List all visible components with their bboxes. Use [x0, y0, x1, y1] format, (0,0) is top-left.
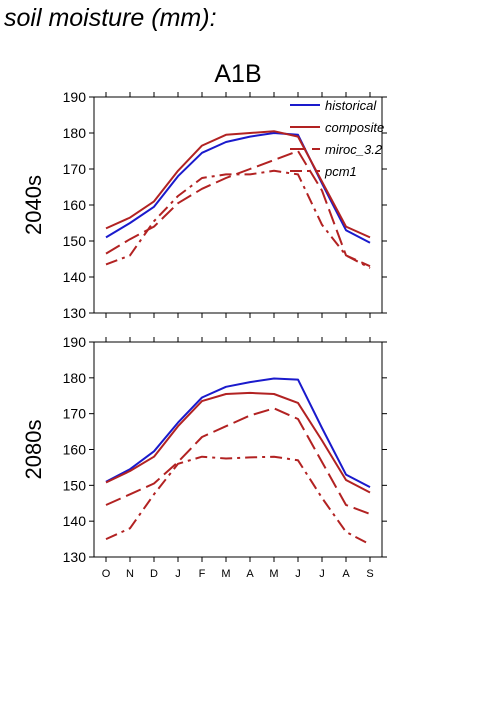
legend-label: miroc_3.2 [325, 142, 383, 157]
series-line-pcm1 [105, 455, 371, 546]
y-tick-label: 140 [63, 513, 87, 529]
chart-panel-2: 130 140 150 160 170 180 190 O N D J F M A M J J A S 2080s [21, 334, 387, 580]
y-tick-label: 140 [63, 269, 87, 285]
x-tick-label: M [221, 568, 230, 580]
series-line-historical [105, 377, 371, 488]
x-tick-label: F [199, 568, 206, 580]
x-tick-label: J [295, 568, 301, 580]
x-tick-label: N [126, 568, 134, 580]
y-tick-label: 130 [63, 305, 87, 321]
x-tick-label: A [246, 568, 254, 580]
series-line-pcm1 [105, 169, 371, 269]
legend: historical composite miroc_3.2 pcm1 [290, 98, 384, 179]
y-tick-label: 190 [63, 89, 87, 105]
y-tick-label: 150 [63, 477, 87, 493]
y-tick-label: 160 [63, 442, 87, 458]
chart-panel-1: 130 140 150 160 170 180 190 A1B 2040s historical c… [21, 60, 387, 321]
x-tick-label: J [319, 568, 325, 580]
x-tick-label: J [175, 568, 181, 580]
series-line-composite [105, 391, 371, 494]
x-tick-label: A [342, 568, 350, 580]
y-tick-label: 180 [63, 125, 87, 141]
x-tick-label: O [102, 568, 111, 580]
y-tick-label: 160 [63, 197, 87, 213]
row-label: 2040s [21, 175, 46, 235]
legend-label: historical [325, 98, 377, 113]
row-label: 2080s [21, 420, 46, 480]
y-tick-label: 190 [63, 334, 87, 350]
y-tick-label: 150 [63, 233, 87, 249]
legend-label: pcm1 [324, 164, 357, 179]
x-tick-label: S [366, 568, 373, 580]
x-tick-label: D [150, 568, 158, 580]
y-tick-label: 180 [63, 370, 87, 386]
x-tick-label: M [269, 568, 278, 580]
series-line-composite [105, 130, 371, 239]
y-tick-label: 170 [63, 161, 87, 177]
plot-frame [93, 341, 383, 558]
legend-label: composite [325, 120, 384, 135]
y-tick-label: 130 [63, 549, 87, 565]
panel-title: A1B [214, 60, 261, 88]
page-title: soil moisture (mm): [4, 4, 217, 32]
series-line-miroc-3-2 [105, 407, 371, 515]
y-tick-label: 170 [63, 406, 87, 422]
